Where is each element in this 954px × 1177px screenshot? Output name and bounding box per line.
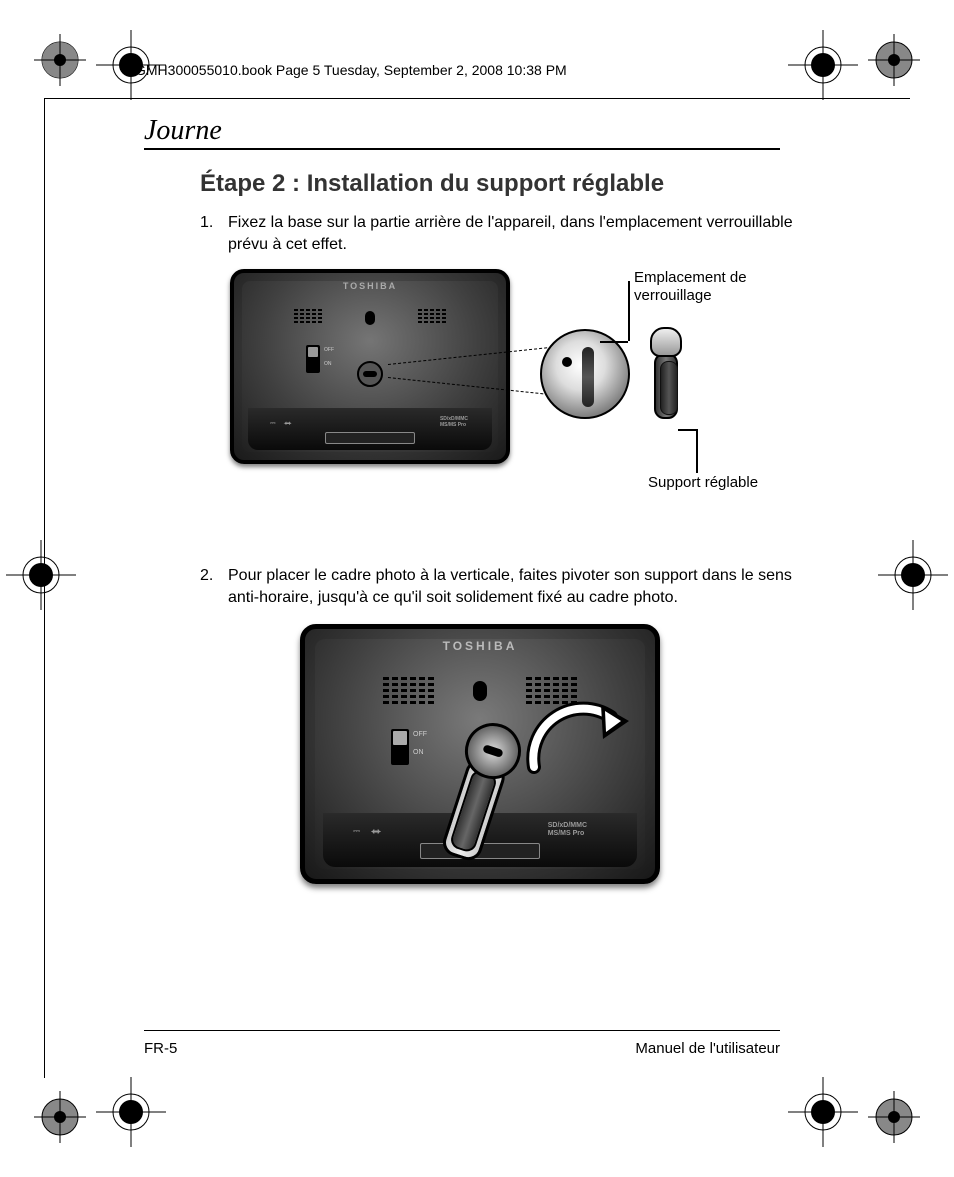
step-2: 2. Pour placer le cadre photo à la verti…: [200, 565, 800, 608]
slot2-label-2: MS/MS Pro: [548, 830, 585, 837]
center-mount-icon: [357, 361, 383, 387]
crop-mark-tr: [864, 30, 924, 90]
zoom-hole: [562, 357, 572, 367]
zoom-slot: [582, 347, 594, 407]
crop-mark-br2: [788, 1077, 858, 1147]
port-icons: ⎓ ⬌: [270, 420, 295, 428]
device-back-large: TOSHIBA OFF ON ⎓ ⬌ SD/xD/MMCMS/MS Pro: [300, 624, 660, 884]
rotation-arrow-icon: [519, 699, 629, 779]
crop-mark-bl2: [96, 1077, 166, 1147]
step-1-number: 1.: [200, 212, 228, 255]
section-title: Étape 2 : Installation du support réglab…: [200, 170, 800, 198]
leader-lock-v: [628, 281, 630, 341]
card-slot-icon: [325, 432, 415, 444]
rule-bottom: [144, 1030, 780, 1031]
slot2-label: SD/xD/MMCMS/MS Pro: [548, 822, 587, 837]
vent2-left-icon: [383, 677, 434, 704]
step-2-text: Pour placer le cadre photo à la vertical…: [228, 565, 800, 608]
card-label: SD/xD/MMCMS/MS Pro: [440, 417, 468, 428]
switch-off-label: OFF: [324, 347, 334, 353]
mount-hole-icon: [365, 311, 375, 325]
device-brand: TOSHIBA: [234, 281, 506, 291]
step-1-text: Fixez la base sur la partie arrière de l…: [228, 212, 800, 255]
device-back-small: TOSHIBA OFF ON ⎓ ⬌ SD/xD/MMCMS/MS Pro: [230, 269, 510, 464]
leader-stand-v: [696, 429, 698, 473]
base-strip: ⎓ ⬌ SD/xD/MMCMS/MS Pro: [248, 408, 492, 450]
zoom-detail-icon: [540, 329, 630, 419]
content-area: Étape 2 : Installation du support réglab…: [200, 170, 800, 899]
rule-top: [144, 148, 780, 150]
device2-brand: TOSHIBA: [305, 639, 655, 653]
leader-lock-h: [600, 341, 628, 343]
card-label-2: MS/MS Pro: [440, 422, 466, 428]
figure-1: TOSHIBA OFF ON ⎓ ⬌ SD/xD/MMCMS/MS Pro: [230, 269, 800, 499]
footer-title: Manuel de l'utilisateur: [635, 1040, 780, 1057]
switch2-on-label: ON: [413, 749, 424, 756]
brand-logo: Journe: [144, 115, 222, 147]
leader-stand-h: [678, 429, 696, 431]
stand-piece-icon: [644, 327, 688, 427]
hole2-icon: [473, 681, 487, 701]
step-2-number: 2.: [200, 565, 228, 608]
vent-left-icon: [294, 309, 322, 323]
switch-on-label: ON: [324, 361, 332, 367]
switch2-icon: [391, 729, 409, 765]
crop-mark-bl: [30, 1087, 90, 1147]
crop-mark-br: [864, 1087, 924, 1147]
ports2-icons: ⎓ ⬌: [353, 826, 385, 837]
page-number: FR-5: [144, 1040, 177, 1057]
switch2-off-label: OFF: [413, 731, 427, 738]
crop-mark-tl: [30, 30, 90, 90]
slot2-label-1: SD/xD/MMC: [548, 822, 587, 829]
power-switch-icon: [306, 345, 320, 373]
crop-mark-tr2: [788, 30, 858, 100]
vent-right-icon: [418, 309, 446, 323]
step-1: 1. Fixez la base sur la partie arrière d…: [200, 212, 800, 255]
header-meta: GMH300055010.book Page 5 Tuesday, Septem…: [135, 62, 567, 78]
figure-2: TOSHIBA OFF ON ⎓ ⬌ SD/xD/MMCMS/MS Pro: [300, 624, 660, 899]
callout-lock-label: Emplacement de verrouillage: [634, 269, 794, 305]
callout-stand-label: Support réglable: [648, 474, 758, 491]
